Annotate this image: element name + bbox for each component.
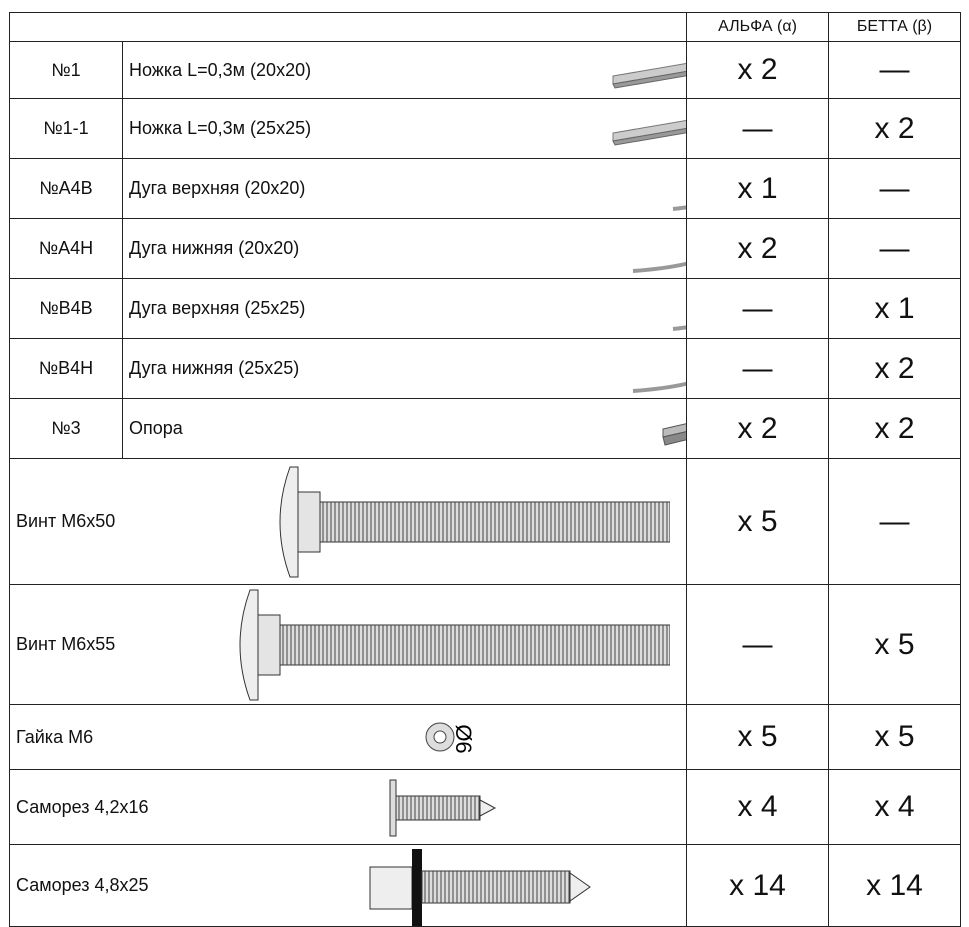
- part-illustration: [632, 381, 686, 393]
- table-row: №А4Н Дуга нижняя (20х20) х 2—: [9, 218, 961, 279]
- part-illustration: [632, 261, 686, 273]
- quantity: х 2: [686, 41, 829, 99]
- quantity: —: [686, 584, 829, 705]
- header-cell: АЛЬФА (α): [686, 12, 829, 42]
- table-row: Саморез 4,8х25 х 14 х 14: [9, 844, 961, 927]
- part-name: Ножка L=0,3м (25х25): [129, 118, 312, 138]
- part-name: Дуга нижняя (25х25): [129, 358, 300, 378]
- table-row: Винт М6х55 — х 5: [9, 584, 961, 705]
- table-row: Винт М6х50 х 5—: [9, 458, 961, 585]
- quantity: х 5: [686, 704, 829, 770]
- quantity: х 2: [828, 98, 961, 159]
- part-illustration: [389, 779, 497, 837]
- part-name: Винт М6х55: [16, 634, 116, 654]
- quantity: х 2: [828, 338, 961, 399]
- part-illustration: [279, 466, 670, 578]
- quantity: —: [686, 98, 829, 159]
- part-name: Саморез 4,2х16: [16, 796, 149, 817]
- part-name-cell: Дуга нижняя (25х25): [122, 338, 687, 399]
- quantity: —: [828, 158, 961, 219]
- quantity: х 5: [828, 704, 961, 770]
- part-name: Дуга нижняя (20х20): [129, 238, 300, 258]
- part-code: №В4В: [9, 278, 123, 339]
- part-code: №1: [9, 41, 123, 99]
- part-name: Дуга верхняя (20х20): [129, 178, 306, 198]
- table-row: №В4Н Дуга нижняя (25х25) — х 2: [9, 338, 961, 399]
- part-name: Винт М6х50: [16, 511, 116, 531]
- part-name: Ножка L=0,3м (20х20): [129, 59, 312, 80]
- table-row: №1-1 Ножка L=0,3м (25х25) — х 2: [9, 98, 961, 159]
- quantity: —: [828, 41, 961, 99]
- quantity: х 1: [686, 158, 829, 219]
- part-illustration: [369, 849, 591, 926]
- quantity: —: [686, 338, 829, 399]
- part-name-cell: Дуга верхняя (25х25): [122, 278, 687, 339]
- part-name-cell: Гайка М6 Ø6: [9, 704, 687, 770]
- part-illustration: [662, 423, 686, 446]
- part-illustration: [672, 325, 686, 331]
- parts-table-wrap: АЛЬФА (α) БЕТТА (β) №1 Ножка L=0,3м (20х2…: [9, 12, 961, 927]
- header-empty: [9, 12, 687, 42]
- part-illustration: [612, 120, 686, 146]
- part-name-cell: Винт М6х50: [9, 458, 687, 585]
- part-illustration: [672, 205, 686, 211]
- parts-table: АЛЬФА (α) БЕТТА (β) №1 Ножка L=0,3м (20х2…: [9, 12, 961, 927]
- part-illustration: [239, 589, 670, 701]
- table-row: №1 Ножка L=0,3м (20х20) х 2—: [9, 41, 961, 99]
- part-illustration: [612, 63, 686, 89]
- part-code: №А4Н: [9, 218, 123, 279]
- quantity: —: [686, 278, 829, 339]
- quantity: х 4: [828, 769, 961, 845]
- part-code: №1-1: [9, 98, 123, 159]
- part-name-cell: Саморез 4,8х25: [9, 844, 687, 927]
- quantity: х 5: [686, 458, 829, 585]
- quantity: —: [828, 218, 961, 279]
- part-name-cell: Дуга верхняя (20х20): [122, 158, 687, 219]
- part-code: №3: [9, 398, 123, 459]
- table-body: АЛЬФА (α) БЕТТА (β) №1 Ножка L=0,3м (20х2…: [9, 12, 961, 927]
- table-row: №В4В Дуга верхняя (25х25) — х 1: [9, 278, 961, 339]
- part-name-cell: Дуга нижняя (20х20): [122, 218, 687, 279]
- quantity: —: [828, 458, 961, 585]
- part-name-cell: Ножка L=0,3м (25х25): [122, 98, 687, 159]
- part-name: Опора: [129, 418, 183, 438]
- part-name-cell: Опора: [122, 398, 687, 459]
- part-name: Дуга верхняя (25х25): [129, 298, 306, 318]
- quantity: х 14: [686, 844, 829, 927]
- quantity: х 2: [686, 398, 829, 459]
- quantity: х 2: [828, 398, 961, 459]
- part-illustration: Ø6: [425, 722, 476, 754]
- part-name-cell: Винт М6х55: [9, 584, 687, 705]
- part-name-cell: Ножка L=0,3м (20х20): [122, 41, 687, 99]
- header-cell: БЕТТА (β): [828, 12, 961, 42]
- part-code: №В4Н: [9, 338, 123, 399]
- part-code: №А4В: [9, 158, 123, 219]
- part-name-cell: Саморез 4,2х16: [9, 769, 687, 845]
- part-name: Гайка М6: [16, 726, 94, 747]
- diagram-label: Ø6: [451, 724, 476, 753]
- quantity: х 4: [686, 769, 829, 845]
- quantity: х 14: [828, 844, 961, 927]
- part-name: Саморез 4,8х25: [16, 875, 149, 895]
- header-row: АЛЬФА (α) БЕТТА (β): [9, 12, 961, 42]
- table-row: №А4В Дуга верхняя (20х20) х 1—: [9, 158, 961, 219]
- quantity: х 5: [828, 584, 961, 705]
- quantity: х 1: [828, 278, 961, 339]
- quantity: х 2: [686, 218, 829, 279]
